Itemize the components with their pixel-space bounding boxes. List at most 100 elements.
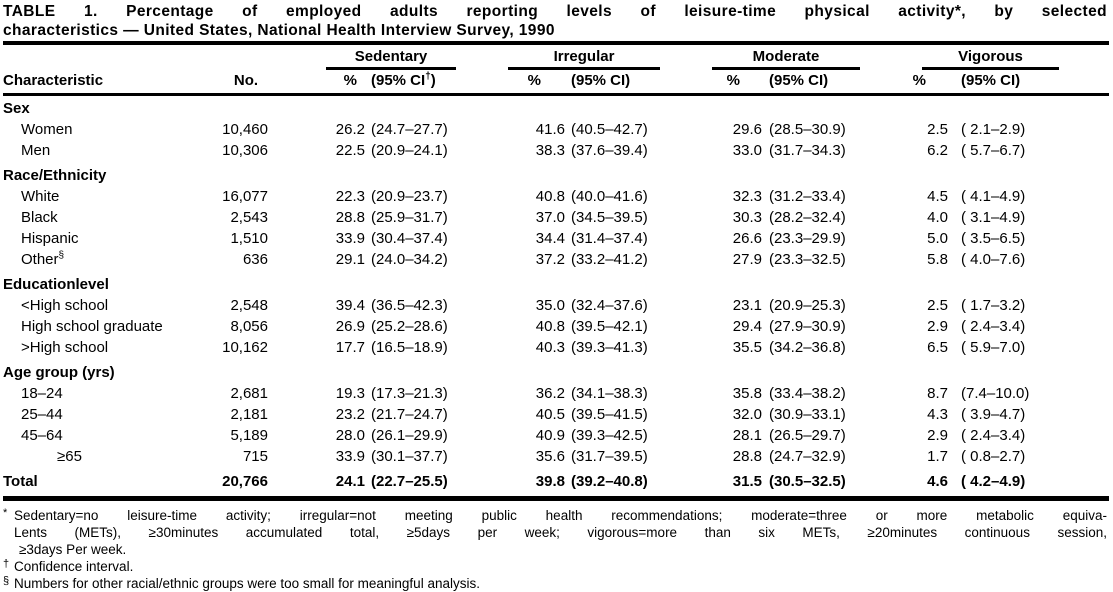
cell-irregular-pct: 40.8 — [535, 318, 565, 335]
cell-moderate-ci: (33.4–38.2) — [769, 385, 846, 402]
table-title-line1: TABLE 1. Percentage of employed adults r… — [3, 3, 1107, 20]
cell-moderate-pct: 29.6 — [732, 121, 762, 138]
cell-moderate-ci: (23.3–29.9) — [769, 230, 846, 247]
cell-sedentary-ci: (20.9–23.7) — [371, 188, 448, 205]
cell-moderate-pct: 35.5 — [732, 339, 762, 356]
section-heading-age-group: Age group (yrs) — [3, 364, 115, 381]
table-row-women: Women 10,460 26.2 (24.7–27.7) 41.6 (40.5… — [3, 119, 1065, 140]
cell-sedentary-ci: (24.0–34.2) — [371, 251, 448, 268]
cell-irregular-ci: (39.5–42.1) — [571, 318, 648, 335]
table-row-hispanic: Hispanic 1,510 33.9 (30.4–37.4) 34.4 (31… — [3, 228, 1065, 249]
column-sub-header-row: Characteristic No. % (95% CI†) % (95% CI… — [3, 71, 1065, 91]
cell-no: 20,766 — [222, 473, 268, 490]
cell-vigorous-ci: ( 0.8–2.7) — [961, 448, 1026, 465]
footnote-line: Numbers for other racial/ethnic groups w… — [14, 576, 480, 591]
header-vigorous-pct: % — [912, 72, 926, 89]
header-sedentary-pct: % — [343, 72, 357, 89]
cell-moderate-ci: (30.5–32.5) — [769, 473, 846, 490]
table-row-more-high-school: >High school 10,162 17.7 (16.5–18.9) 40.… — [3, 337, 1065, 358]
cell-sedentary-pct: 26.2 — [335, 121, 365, 138]
header-moderate-pct: % — [726, 72, 740, 89]
cell-vigorous-pct: 8.7 — [927, 385, 948, 402]
cell-sedentary-pct: 33.9 — [335, 448, 365, 465]
cell-moderate-pct: 23.1 — [732, 297, 762, 314]
cell-sedentary-ci: (30.1–37.7) — [371, 448, 448, 465]
cell-irregular-pct: 40.9 — [535, 427, 565, 444]
cell-irregular-pct: 39.8 — [535, 473, 565, 490]
dagger-marker: † — [425, 71, 431, 82]
cell-vigorous-ci: ( 5.7–6.7) — [961, 142, 1026, 159]
cell-label: >High school — [21, 339, 109, 356]
cell-moderate-pct: 30.3 — [732, 209, 762, 226]
header-vigorous-ci: (95% CI) — [961, 72, 1021, 89]
cell-irregular-ci: (34.5–39.5) — [571, 209, 648, 226]
cell-vigorous-pct: 4.0 — [927, 209, 948, 226]
cell-moderate-ci: (34.2–36.8) — [769, 339, 846, 356]
section-heading-education: Educationlevel — [3, 276, 109, 293]
cell-vigorous-ci: ( 2.4–3.4) — [961, 318, 1026, 335]
cell-no: 636 — [242, 251, 268, 268]
footnote-line: Sedentary=no leisure-time activity; irre… — [14, 508, 1107, 523]
cell-moderate-pct: 32.0 — [732, 406, 762, 423]
cell-no: 2,181 — [230, 406, 268, 423]
cell-vigorous-pct: 4.3 — [927, 406, 948, 423]
cell-irregular-ci: (31.4–37.4) — [571, 230, 648, 247]
cell-sedentary-pct: 26.9 — [335, 318, 365, 335]
cell-irregular-ci: (34.1–38.3) — [571, 385, 648, 402]
cell-sedentary-pct: 24.1 — [335, 473, 365, 490]
cell-sedentary-pct: 17.7 — [335, 339, 365, 356]
footnotes: * Sedentary=no leisure-time activity; ir… — [3, 507, 1107, 592]
cell-label: Total — [3, 473, 38, 490]
cell-vigorous-ci: ( 5.9–7.0) — [961, 339, 1026, 356]
table-row-high-school-graduate: High school graduate 8,056 26.9 (25.2–28… — [3, 316, 1065, 337]
header-characteristic: Characteristic — [3, 72, 104, 89]
cell-sedentary-ci: (22.7–25.5) — [371, 473, 448, 490]
cell-sedentary-pct: 29.1 — [335, 251, 365, 268]
table-row-men: Men 10,306 22.5 (20.9–24.1) 38.3 (37.6–3… — [3, 140, 1065, 161]
cell-irregular-ci: (40.0–41.6) — [571, 188, 648, 205]
cell-irregular-pct: 40.8 — [535, 188, 565, 205]
cell-moderate-ci: (20.9–25.3) — [769, 297, 846, 314]
asterisk-marker: * — [3, 507, 8, 519]
cell-label: High school graduate — [21, 318, 163, 335]
section-sign-marker: § — [3, 575, 10, 587]
header-irregular-ci: (95% CI) — [571, 72, 631, 89]
cell-sedentary-pct: 22.5 — [335, 142, 365, 159]
cell-moderate-pct: 27.9 — [732, 251, 762, 268]
table-title: TABLE 1. Percentage of employed adults r… — [3, 2, 1107, 40]
cell-moderate-ci: (26.5–29.7) — [769, 427, 846, 444]
cell-label: Other§ — [21, 250, 65, 269]
cell-vigorous-pct: 5.0 — [927, 230, 948, 247]
cell-sedentary-ci: (25.9–31.7) — [371, 209, 448, 226]
cell-no: 8,056 — [230, 318, 268, 335]
top-rule — [3, 41, 1109, 45]
cell-irregular-pct: 40.5 — [535, 406, 565, 423]
cell-moderate-ci: (31.7–34.3) — [769, 142, 846, 159]
cell-moderate-ci: (28.2–32.4) — [769, 209, 846, 226]
cell-moderate-ci: (30.9–33.1) — [769, 406, 846, 423]
cell-no: 1,510 — [230, 230, 268, 247]
cell-sedentary-pct: 33.9 — [335, 230, 365, 247]
table-row-black: Black 2,543 28.8 (25.9–31.7) 37.0 (34.5–… — [3, 207, 1065, 228]
cell-vigorous-pct: 2.5 — [927, 297, 948, 314]
cell-no: 2,681 — [230, 385, 268, 402]
cell-moderate-pct: 32.3 — [732, 188, 762, 205]
cell-label: 45–64 — [21, 427, 63, 444]
cell-vigorous-ci: ( 3.1–4.9) — [961, 209, 1026, 226]
cell-irregular-pct: 37.2 — [535, 251, 565, 268]
cell-label: <High school — [21, 297, 109, 314]
cell-moderate-ci: (23.3–32.5) — [769, 251, 846, 268]
cell-irregular-ci: (40.5–42.7) — [571, 121, 648, 138]
cell-no: 5,189 — [230, 427, 268, 444]
header-rule — [3, 93, 1109, 96]
table-row-age-45-64: 45–64 5,189 28.0 (26.1–29.9) 40.9 (39.3–… — [3, 425, 1065, 446]
cell-label: 25–44 — [21, 406, 63, 423]
cell-sedentary-ci: (26.1–29.9) — [371, 427, 448, 444]
cell-no: 2,548 — [230, 297, 268, 314]
header-moderate-ci: (95% CI) — [769, 72, 829, 89]
cell-sedentary-ci: (25.2–28.6) — [371, 318, 448, 335]
cell-sedentary-ci: (17.3–21.3) — [371, 385, 448, 402]
cell-vigorous-pct: 2.9 — [927, 318, 948, 335]
cell-sedentary-ci: (16.5–18.9) — [371, 339, 448, 356]
cell-irregular-ci: (32.4–37.6) — [571, 297, 648, 314]
